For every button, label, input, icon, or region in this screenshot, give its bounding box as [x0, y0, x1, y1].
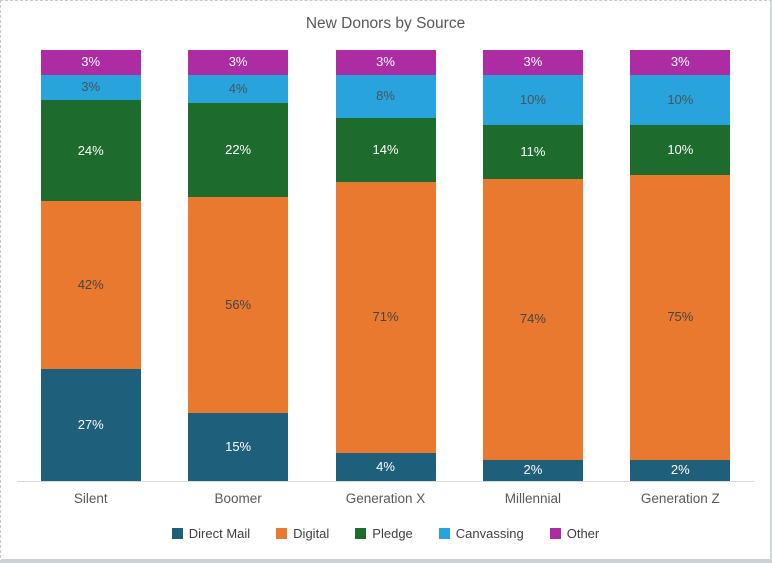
segment-canvassing-boomer[interactable]: 4%	[188, 74, 289, 104]
segment-direct-mail-boomer[interactable]: 15%	[188, 412, 289, 481]
legend-swatch-icon	[438, 528, 450, 539]
legend-label: Pledge	[372, 526, 413, 541]
data-label: 10%	[667, 91, 694, 107]
data-label: 56%	[225, 296, 252, 312]
legend: Direct Mail Digital Pledge Canvassing Other	[1, 526, 770, 541]
legend-label: Canvassing	[455, 526, 524, 541]
segment-direct-mail-millennial[interactable]: 2%	[482, 459, 583, 481]
data-label: 42%	[77, 276, 104, 292]
segment-canvassing-generation-z[interactable]: 10%	[630, 74, 731, 125]
legend-swatch-icon	[355, 528, 367, 539]
segment-digital-generation-x[interactable]: 71%	[335, 182, 436, 453]
data-label: 3%	[81, 79, 101, 95]
stacked-bar-silent[interactable]: 3% 3% 24% 42% 27%	[40, 50, 141, 481]
data-label: 71%	[372, 309, 399, 325]
bar-slot-generation-z: 3% 10% 10% 75% 2%	[607, 50, 754, 481]
legend-label: Direct Mail	[188, 526, 251, 541]
category-label-silent: Silent	[73, 490, 108, 506]
segment-digital-silent[interactable]: 42%	[40, 201, 141, 369]
data-label: 4%	[228, 81, 248, 97]
segment-other-boomer[interactable]: 3%	[188, 50, 289, 75]
data-label: 4%	[376, 458, 395, 474]
legend-swatch-icon	[276, 528, 288, 539]
legend-label: Other	[566, 526, 600, 541]
data-label: 74%	[519, 311, 546, 327]
segment-pledge-generation-x[interactable]: 14%	[335, 117, 436, 183]
category-label-millennial: Millennial	[504, 490, 562, 506]
segment-other-generation-x[interactable]: 3%	[335, 50, 436, 75]
plot-area: 3% 3% 24% 42% 27% 3% 4% 22% 56% 15% 3% 8% 14% 71% 4% 3%…	[17, 50, 754, 482]
legend-item-canvassing[interactable]: Canvassing	[438, 526, 524, 541]
segment-other-generation-z[interactable]: 3%	[630, 50, 731, 75]
segment-canvassing-generation-x[interactable]: 8%	[335, 74, 436, 118]
segment-canvassing-millennial[interactable]: 10%	[482, 74, 583, 125]
segment-other-silent[interactable]: 3%	[40, 50, 141, 75]
bar-slot-boomer: 3% 4% 22% 56% 15%	[164, 50, 311, 481]
category-label-generation-z: Generation Z	[640, 490, 720, 506]
segment-direct-mail-generation-z[interactable]: 2%	[630, 459, 731, 481]
data-label: 10%	[667, 141, 694, 157]
segment-pledge-generation-z[interactable]: 10%	[630, 124, 731, 176]
bar-slot-millennial: 3% 10% 11% 74% 2%	[459, 50, 606, 481]
bar-slot-generation-x: 3% 8% 14% 71% 4%	[312, 50, 459, 481]
segment-pledge-silent[interactable]: 24%	[40, 99, 141, 202]
data-label: 11%	[520, 143, 546, 159]
data-label: 27%	[77, 416, 104, 432]
data-label: 8%	[376, 88, 395, 104]
legend-item-direct-mail[interactable]: Direct Mail	[171, 526, 251, 541]
stacked-bar-generation-z[interactable]: 3% 10% 10% 75% 2%	[630, 50, 731, 481]
legend-item-other[interactable]: Other	[549, 526, 600, 541]
data-label: 3%	[523, 54, 543, 70]
data-label: 14%	[372, 141, 399, 157]
data-label: 3%	[228, 54, 248, 70]
data-label: 22%	[225, 141, 252, 157]
stacked-bar-millennial[interactable]: 3% 10% 11% 74% 2%	[482, 50, 583, 481]
data-label: 10%	[519, 91, 546, 107]
segment-direct-mail-generation-x[interactable]: 4%	[335, 452, 436, 481]
legend-swatch-icon	[171, 528, 183, 539]
data-label: 24%	[77, 142, 104, 158]
legend-item-digital[interactable]: Digital	[276, 526, 329, 541]
chart-title[interactable]: New Donors by Source	[305, 15, 466, 32]
stacked-bar-boomer[interactable]: 3% 4% 22% 56% 15%	[188, 50, 289, 481]
data-label: 3%	[376, 54, 395, 70]
category-axis[interactable]: Silent Boomer Generation X Millennial Genera…	[17, 482, 754, 514]
segment-pledge-millennial[interactable]: 11%	[482, 124, 583, 179]
segment-pledge-boomer[interactable]: 22%	[188, 103, 289, 197]
segment-other-millennial[interactable]: 3%	[482, 50, 583, 75]
segment-digital-millennial[interactable]: 74%	[482, 178, 583, 460]
data-label: 3%	[670, 54, 690, 70]
bar-slot-silent: 3% 3% 24% 42% 27%	[17, 50, 164, 481]
legend-label: Digital	[293, 526, 330, 541]
segment-digital-generation-z[interactable]: 75%	[630, 175, 731, 460]
data-label: 2%	[523, 462, 543, 478]
legend-item-pledge[interactable]: Pledge	[355, 526, 413, 541]
data-label: 15%	[225, 438, 252, 454]
segment-digital-boomer[interactable]: 56%	[188, 196, 289, 413]
category-label-generation-x: Generation X	[345, 490, 426, 506]
legend-swatch-icon	[549, 528, 561, 539]
category-label-boomer: Boomer	[214, 490, 262, 506]
data-label: 75%	[667, 309, 694, 325]
data-label: 3%	[81, 54, 101, 70]
segment-canvassing-silent[interactable]: 3%	[40, 74, 141, 100]
stacked-bar-generation-x[interactable]: 3% 8% 14% 71% 4%	[335, 50, 436, 481]
segment-direct-mail-silent[interactable]: 27%	[40, 368, 141, 481]
data-label: 2%	[670, 462, 690, 478]
